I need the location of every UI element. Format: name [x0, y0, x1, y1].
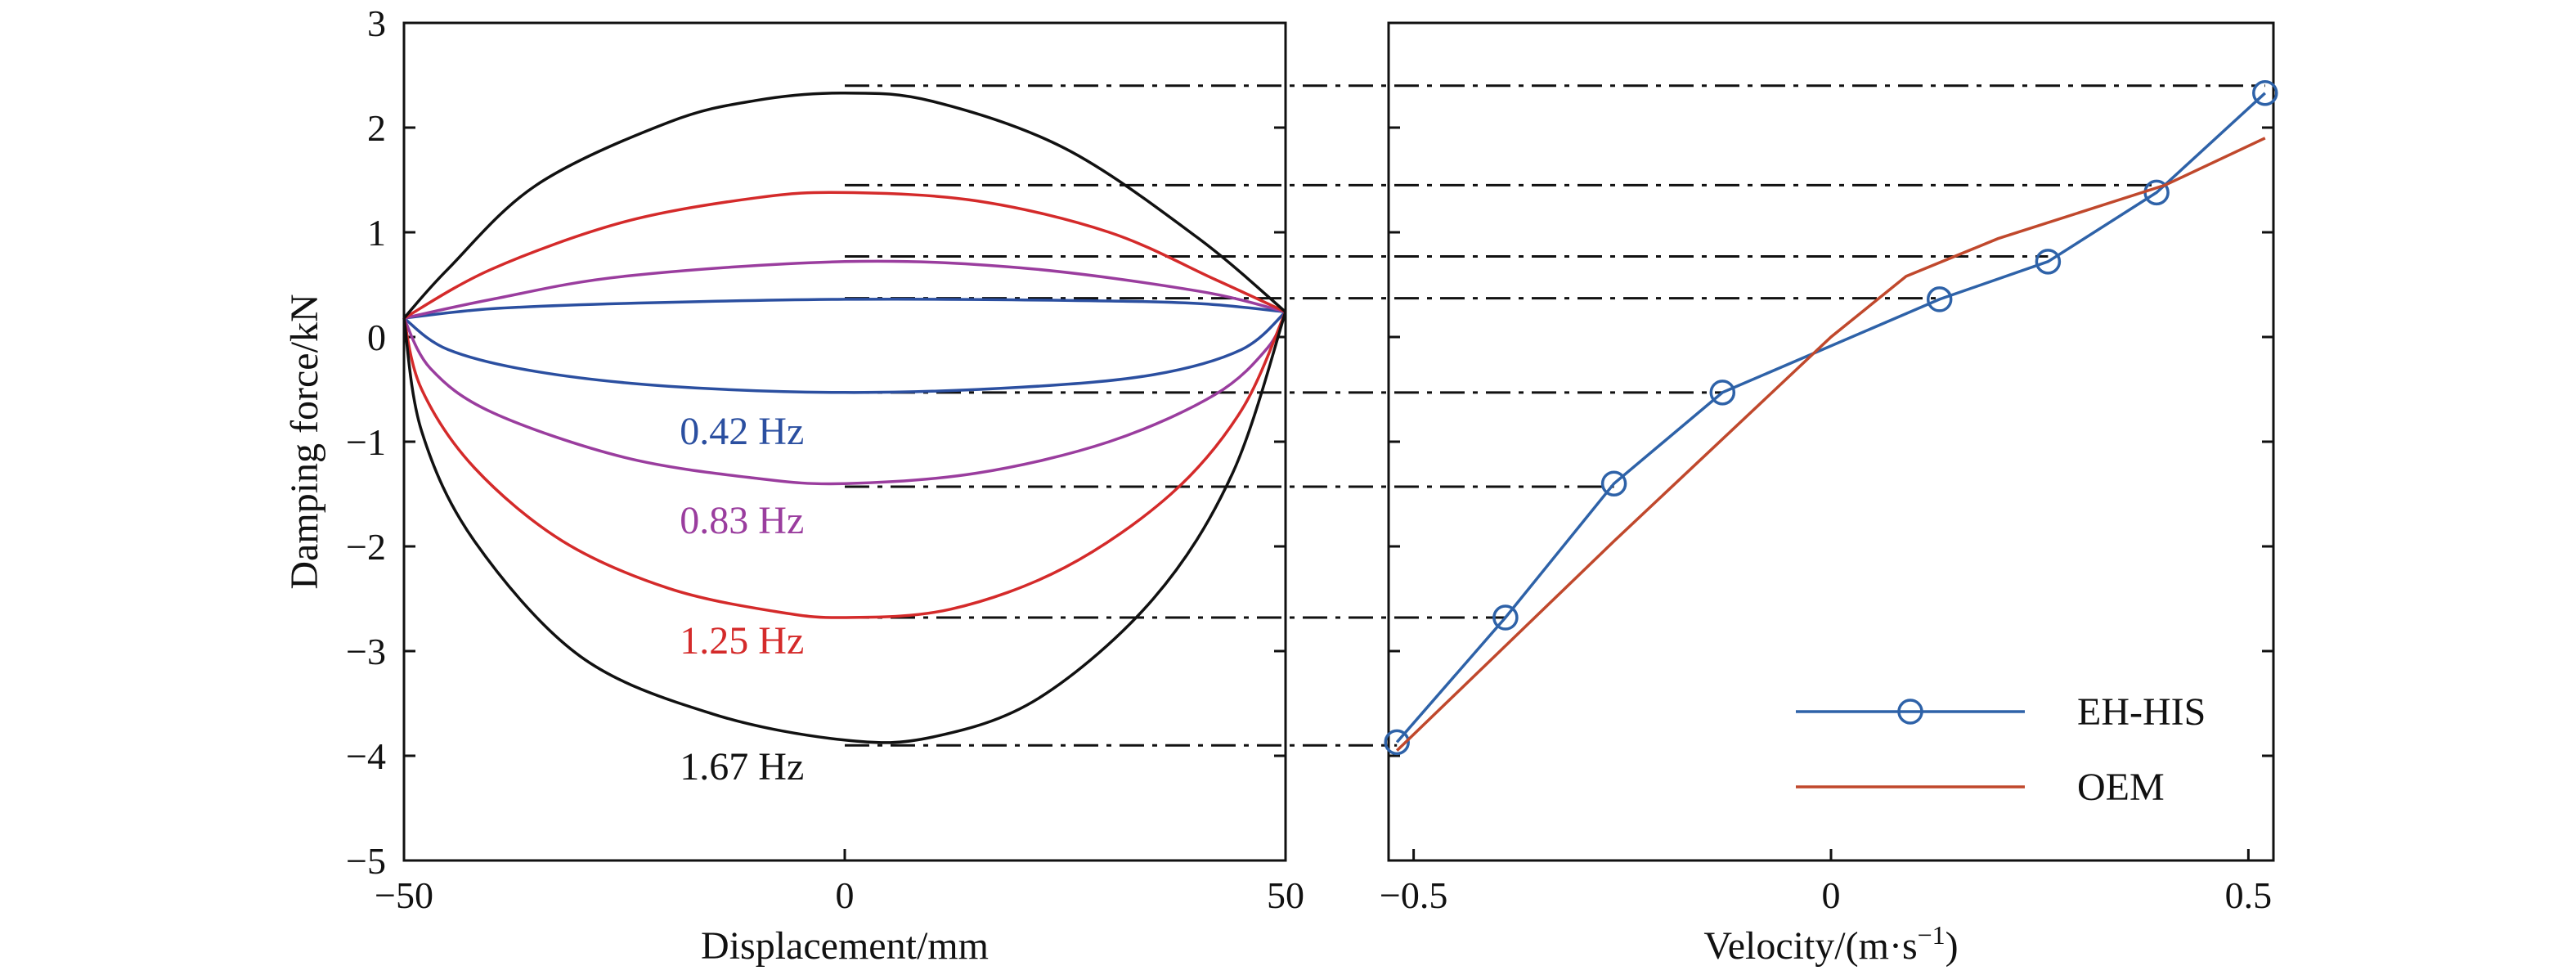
right-plot-frame: [1387, 21, 2275, 862]
series-line-oem: [1395, 137, 2266, 752]
left-y-tick-label: 1: [367, 212, 386, 254]
series-point-eh-his: [2252, 80, 2278, 106]
series-point-eh-his: [1492, 604, 1519, 631]
legend-label-eh-his: EH-HIS: [2077, 690, 2206, 734]
left-x-tick-label: 50: [1267, 874, 1304, 916]
left-x-tick-label: 0: [836, 874, 855, 916]
legend-label-oem: OEM: [2077, 766, 2165, 809]
left-y-tick-label: 0: [367, 317, 386, 358]
left-y-tick-label: −5: [346, 840, 386, 882]
series-point-eh-his: [1926, 286, 1953, 312]
frequency-label: 1.67 Hz: [680, 745, 804, 789]
loop-upper-0-83-Hz: [403, 259, 1286, 320]
loop-upper-1-67-Hz: [402, 92, 1287, 320]
left-panel: 3 2 1 0 −1 −2 −3 −4 −5−50 0 50 Displacement/mm Dampi…: [283, 2, 1304, 968]
left-y-tick-label: −2: [346, 526, 386, 568]
right-x-axis-title: Velocity/(m·s−1): [1703, 920, 1958, 968]
series-point-eh-his: [2035, 249, 2062, 275]
loop-lower-1-67-Hz: [402, 311, 1287, 744]
frequency-label: 0.83 Hz: [680, 499, 804, 542]
frequency-label: 1.25 Hz: [680, 619, 804, 663]
left-y-tick-label: −4: [346, 735, 386, 777]
loop-upper-1-25-Hz: [403, 191, 1286, 320]
left-x-axis-title: Displacement/mm: [701, 924, 989, 968]
right-x-axis-title-main: Velocity/(m·s: [1703, 924, 1917, 968]
right-x-tick-label: 0.5: [2225, 874, 2273, 916]
series-line-eh-his: [1395, 92, 2266, 744]
right-x-axis-title-sup: −1: [1918, 920, 1945, 950]
right-x-axis-title-end: ): [1945, 924, 1959, 968]
series-point-eh-his: [1600, 470, 1627, 496]
right-panel: −0.5 0 0.5 Velocity/(m·s−1) EH-HIS OEM: [1380, 21, 2278, 968]
left-y-axis-title: Damping force/kN: [283, 294, 326, 589]
reference-lines: [845, 84, 2265, 747]
right-x-tick-label: −0.5: [1380, 874, 1447, 916]
loop-lower-1-25-Hz: [402, 311, 1287, 619]
loop-lower-0-42-Hz: [402, 310, 1287, 394]
left-y-tick-label: −1: [346, 421, 386, 463]
series-point-eh-his: [1709, 380, 1736, 406]
left-y-tick-label: 3: [367, 2, 386, 44]
left-x-tick-label: −50: [375, 874, 433, 916]
loop-upper-0-42-Hz: [403, 297, 1286, 320]
right-x-tick-label: 0: [1822, 874, 1841, 916]
left-y-tick-label: −3: [346, 631, 386, 672]
series-point-eh-his: [1384, 729, 1410, 756]
legend-marker-eh-his: [1897, 699, 1923, 725]
left-plot-frame: [402, 21, 1287, 862]
left-y-tick-label: 2: [367, 107, 386, 149]
loop-lower-0-83-Hz: [402, 311, 1287, 486]
frequency-label: 0.42 Hz: [680, 410, 804, 453]
